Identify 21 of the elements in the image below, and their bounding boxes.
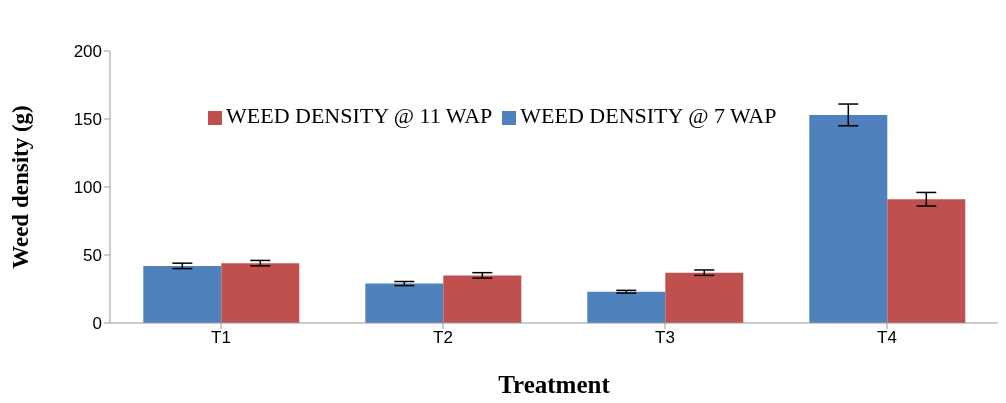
y-tick-label: 100: [73, 178, 102, 198]
bar: [587, 291, 666, 323]
legend-label: WEED DENSITY @ 7 WAP: [520, 103, 777, 128]
x-tick-label: T4: [877, 328, 897, 348]
x-tick-label: T3: [655, 328, 675, 348]
bar: [365, 283, 444, 323]
x-tick-label: T1: [211, 328, 231, 348]
y-tick-label: 0: [92, 314, 102, 334]
bar: [887, 199, 966, 323]
y-axis-title: Weed density (g): [8, 105, 34, 269]
bar: [443, 275, 522, 323]
legend-label: WEED DENSITY @ 11 WAP: [226, 103, 493, 128]
y-tick-label: 150: [73, 110, 102, 130]
y-tick-label: 50: [83, 246, 102, 266]
x-axis-title: Treatment: [498, 371, 611, 398]
bar: [665, 272, 744, 323]
bar: [809, 114, 888, 323]
bar: [143, 265, 222, 323]
y-tick-label: 200: [73, 42, 102, 62]
bar: [221, 263, 300, 323]
x-tick-label: T2: [433, 328, 453, 348]
